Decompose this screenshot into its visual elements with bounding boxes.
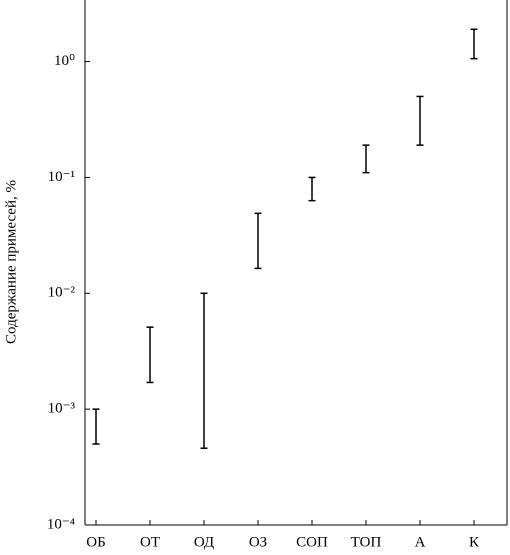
range-bar: [146, 326, 154, 384]
range-bar: [254, 212, 262, 270]
x-tick-label: К: [469, 534, 480, 550]
x-tick-label: ТОП: [351, 534, 382, 550]
range-bar: [92, 408, 100, 445]
x-tick-label: СОП: [296, 534, 328, 550]
x-tick-label: ОЗ: [249, 534, 267, 550]
y-tick-label: 10⁻⁴: [47, 516, 75, 532]
y-tick-label: 10⁻¹: [48, 169, 75, 185]
y-tick-label: 10⁰: [54, 53, 75, 69]
range-bar: [470, 28, 478, 60]
y-axis-label: Содержание примесей, %: [3, 180, 19, 344]
y-tick-label: 10⁻²: [48, 285, 76, 301]
y-tick-label: 10⁻³: [48, 401, 76, 417]
x-tick-label: ОТ: [140, 534, 160, 550]
range-bar: [200, 292, 208, 449]
x-tick-label: А: [415, 534, 426, 550]
range-bar: [362, 144, 370, 174]
x-tick-label: ОБ: [86, 534, 105, 550]
range-bar: [416, 95, 424, 146]
x-tick-label: ОД: [194, 534, 214, 550]
range-bar: [308, 176, 316, 202]
